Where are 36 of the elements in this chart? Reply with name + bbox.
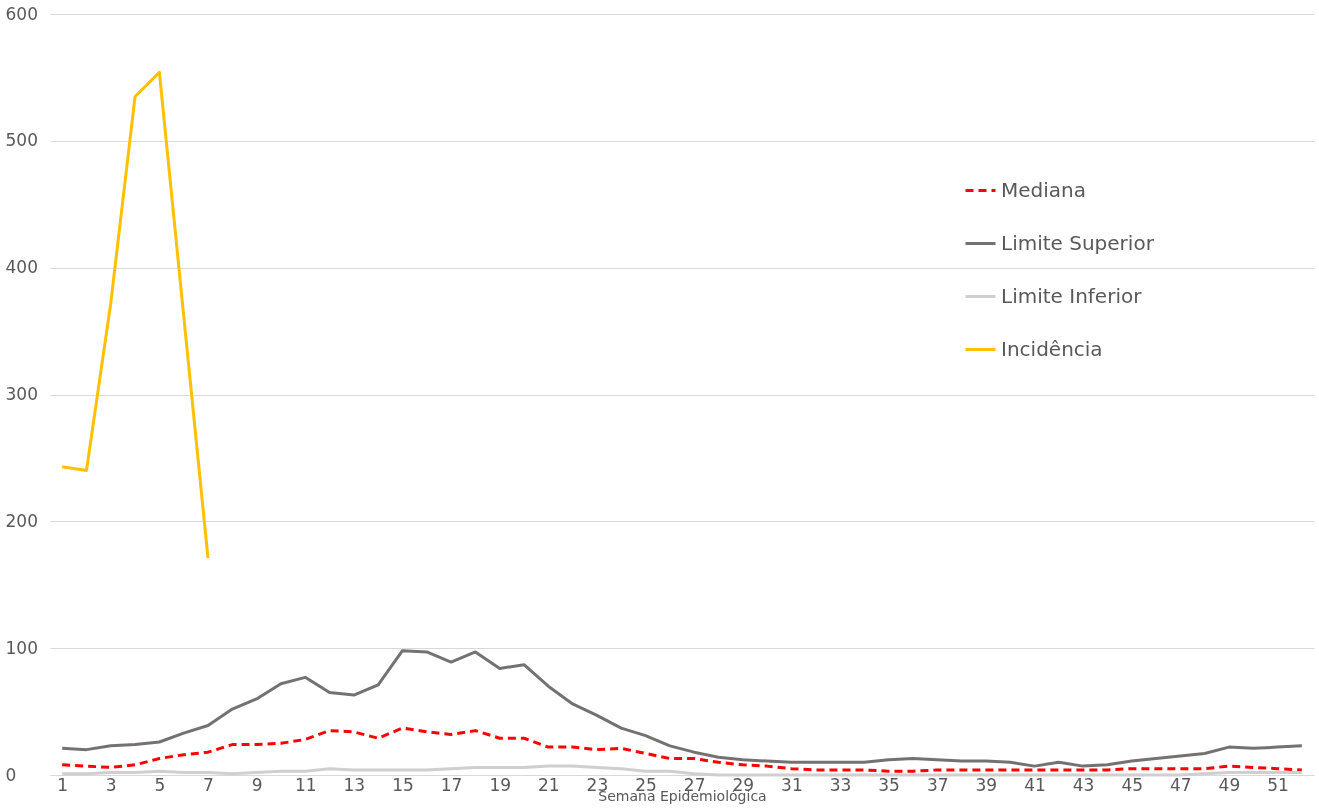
legend-label: Limite Superior (1001, 230, 1155, 255)
x-tick-label: 9 (251, 774, 263, 795)
line-series (60, 649, 1304, 768)
x-tick-label: 31 (781, 774, 803, 795)
x-tick-label: 21 (537, 774, 560, 795)
x-tick-label: 5 (154, 774, 166, 795)
y-tick-label: 200 (5, 510, 38, 531)
x-tick-label: 11 (294, 774, 317, 795)
y-tick-label: 500 (5, 130, 38, 151)
legend-label: Mediana (1001, 177, 1086, 202)
y-tick-label: 0 (5, 764, 17, 785)
y-tick-label: 600 (5, 3, 38, 24)
line-series (60, 70, 210, 560)
x-tick-label: 33 (829, 774, 852, 795)
x-tick-label: 39 (975, 774, 998, 795)
x-tick-label: 49 (1218, 774, 1241, 795)
x-tick-label: 13 (343, 774, 366, 795)
x-tick-label: 15 (392, 774, 414, 795)
y-tick-label: 400 (5, 257, 38, 278)
x-tick-label: 7 (203, 774, 214, 795)
x-tick-label: 35 (878, 774, 900, 795)
x-tick-label: 37 (926, 774, 949, 795)
x-tick-label: 43 (1072, 774, 1095, 795)
x-tick-label: 51 (1267, 774, 1289, 795)
x-tick-label: 1 (57, 774, 69, 795)
y-tick-label: 100 (5, 637, 38, 658)
legend-label: Incidência (1001, 336, 1103, 361)
y-tick-label: 300 (5, 384, 38, 404)
x-tick-label: 45 (1121, 774, 1144, 795)
x-tick-label: 17 (440, 774, 463, 795)
x-tick-label: 19 (489, 774, 512, 795)
x-tick-label: 47 (1169, 774, 1192, 795)
legend-label: Limite Inferior (1001, 283, 1143, 308)
line-series (60, 726, 1304, 773)
x-tick-label: 41 (1024, 774, 1046, 795)
x-tick-label: 3 (105, 774, 117, 795)
